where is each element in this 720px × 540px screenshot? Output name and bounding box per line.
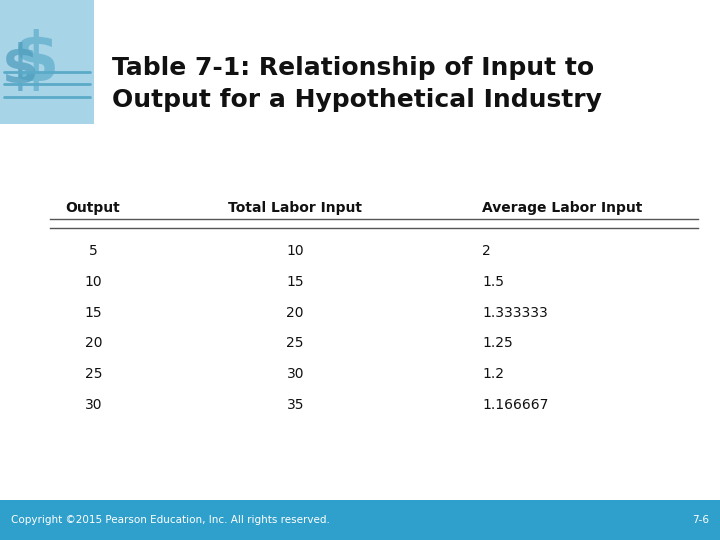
Text: 1.5: 1.5 (482, 275, 505, 289)
Text: 1.25: 1.25 (482, 336, 513, 350)
Text: 15: 15 (287, 275, 304, 289)
Text: 20: 20 (85, 336, 102, 350)
Text: Total Labor Input: Total Labor Input (228, 201, 362, 215)
Text: 1.166667: 1.166667 (482, 398, 549, 412)
Text: 15: 15 (85, 306, 102, 320)
Text: 25: 25 (85, 367, 102, 381)
Text: Output: Output (65, 201, 120, 215)
Text: Copyright ©2015 Pearson Education, Inc. All rights reserved.: Copyright ©2015 Pearson Education, Inc. … (11, 515, 330, 525)
Text: Table 7-1: Relationship of Input to: Table 7-1: Relationship of Input to (112, 56, 594, 79)
Text: 25: 25 (287, 336, 304, 350)
Text: 30: 30 (287, 367, 304, 381)
Text: 35: 35 (287, 398, 304, 412)
Text: 2: 2 (482, 244, 491, 258)
Text: $: $ (2, 42, 39, 94)
Bar (0, 500, 720, 540)
Text: 10: 10 (287, 244, 304, 258)
Text: 10: 10 (85, 275, 102, 289)
Text: 1.2: 1.2 (482, 367, 505, 381)
Text: Average Labor Input: Average Labor Input (482, 201, 643, 215)
Text: 7-6: 7-6 (692, 515, 709, 525)
Text: 30: 30 (85, 398, 102, 412)
Text: 1.333333: 1.333333 (482, 306, 548, 320)
Text: 5: 5 (89, 244, 98, 258)
Text: Output for a Hypothetical Industry: Output for a Hypothetical Industry (112, 88, 601, 112)
Bar (0, 0, 94, 124)
Text: 20: 20 (287, 306, 304, 320)
Text: $: $ (12, 29, 59, 95)
